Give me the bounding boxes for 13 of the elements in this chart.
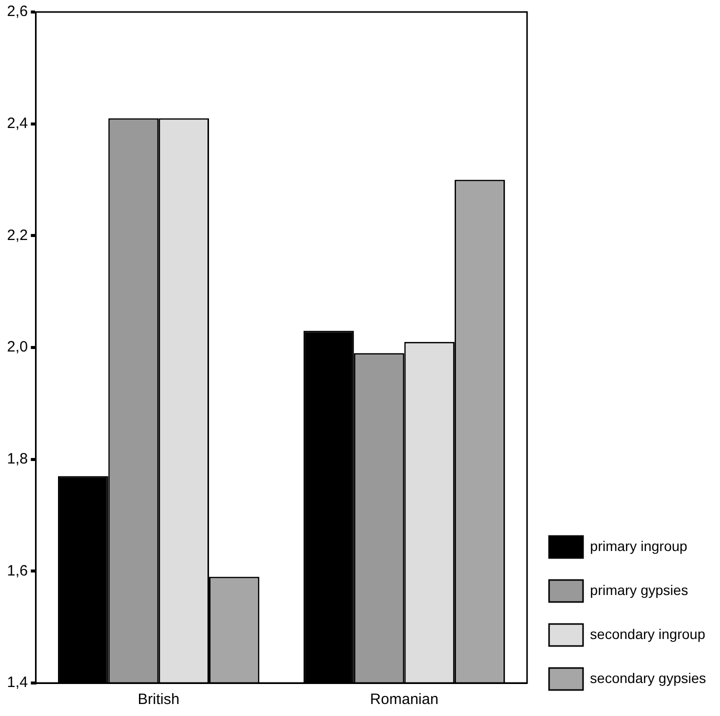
y-tick-label: 2,4 [6,114,28,132]
y-tick-label: 1,4 [6,674,28,692]
y-tick-label: 2,6 [6,3,28,20]
y-tick-label: 1,6 [6,562,28,580]
legend-label: primary ingroup [590,538,688,554]
y-tick-label: 2,2 [6,226,28,244]
y-tick-label: 1,8 [6,450,28,468]
y-tick-label: 2,0 [6,338,28,356]
legend-label: primary gypsies [590,582,688,598]
x-tick-label: Romanian [370,691,438,708]
x-tick-label: British [138,691,180,708]
legend-label: secondary gypsies [590,670,706,686]
legend-label: secondary ingroup [590,626,706,642]
